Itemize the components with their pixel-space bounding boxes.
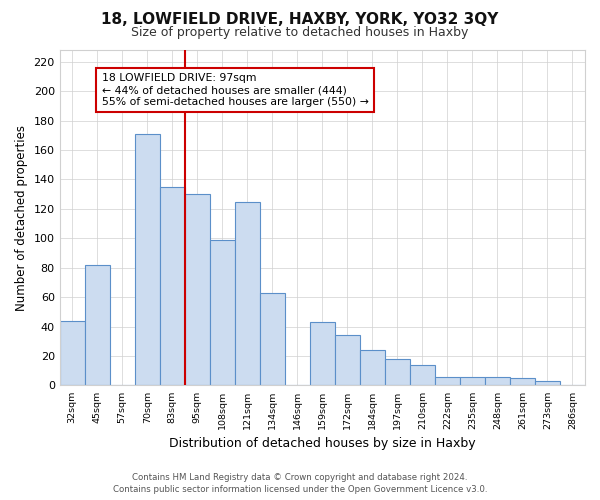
Bar [535,381,560,386]
Bar [160,187,185,386]
Text: 18, LOWFIELD DRIVE, HAXBY, YORK, YO32 3QY: 18, LOWFIELD DRIVE, HAXBY, YORK, YO32 3Q… [101,12,499,28]
Bar [185,194,210,386]
Text: Contains HM Land Registry data © Crown copyright and database right 2024.
Contai: Contains HM Land Registry data © Crown c… [113,472,487,494]
Bar [235,202,260,386]
Bar [410,365,435,386]
Bar [310,322,335,386]
Bar [335,336,360,386]
Bar [260,292,285,386]
Bar [435,376,460,386]
Text: Size of property relative to detached houses in Haxby: Size of property relative to detached ho… [131,26,469,39]
Bar [59,320,85,386]
Bar [485,376,510,386]
Bar [510,378,535,386]
Bar [460,376,485,386]
Bar [210,240,235,386]
Bar [360,350,385,386]
Bar [385,359,410,386]
Bar [85,265,110,386]
X-axis label: Distribution of detached houses by size in Haxby: Distribution of detached houses by size … [169,437,476,450]
Bar [135,134,160,386]
Y-axis label: Number of detached properties: Number of detached properties [15,124,28,310]
Text: 18 LOWFIELD DRIVE: 97sqm
← 44% of detached houses are smaller (444)
55% of semi-: 18 LOWFIELD DRIVE: 97sqm ← 44% of detach… [101,74,368,106]
